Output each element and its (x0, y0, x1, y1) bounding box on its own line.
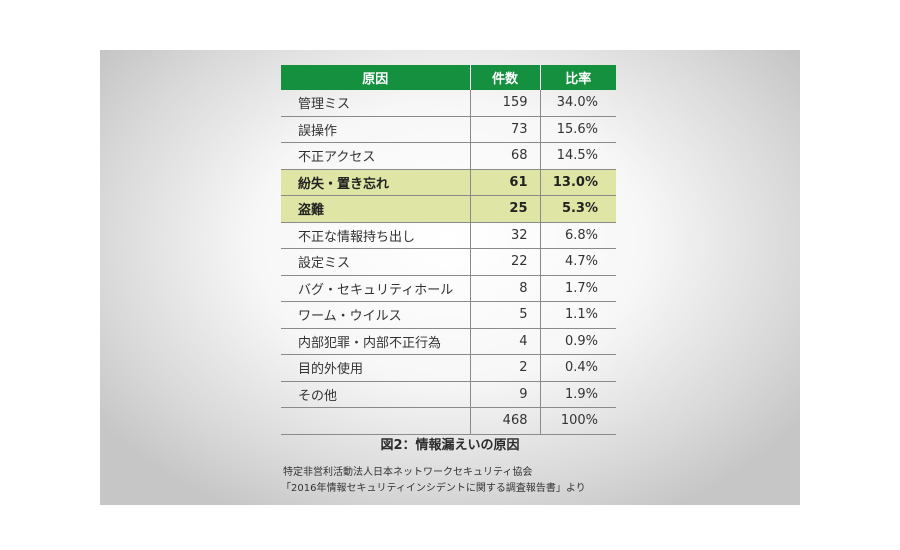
count-cell: 61 (469, 169, 540, 196)
ratio-cell: 15.6% (539, 116, 616, 143)
table-row: 不正アクセス 68 14.5% (281, 142, 616, 170)
table-row: 不正な情報持ち出し 32 6.8% (281, 222, 616, 249)
header-ratio: 比率 (539, 65, 616, 90)
cause-cell: 盗難 (281, 195, 470, 223)
count-cell: 5 (469, 301, 540, 329)
ratio-cell: 1.7% (539, 275, 616, 302)
data-table: 原因 件数 比率 管理ミス 159 34.0% 誤操作 73 15.6% 不正アクセス 68 1… (281, 65, 616, 435)
count-cell: 8 (469, 275, 540, 302)
ratio-cell: 0.4% (539, 354, 616, 382)
table-row: 目的外使用 2 0.4% (281, 354, 616, 382)
count-cell: 68 (469, 142, 540, 170)
count-cell: 468 (469, 407, 540, 435)
cause-cell: 目的外使用 (281, 354, 470, 382)
source-line-2: 「2016年情報セキュリティインシデントに関する調査報告書」より (281, 483, 586, 494)
ratio-cell: 6.8% (539, 222, 616, 249)
cause-cell: 不正な情報持ち出し (281, 222, 470, 249)
ratio-cell: 100% (539, 407, 616, 435)
cause-cell: 不正アクセス (281, 142, 470, 170)
cause-cell (281, 407, 470, 435)
ratio-cell: 0.9% (539, 328, 616, 355)
count-cell: 4 (469, 328, 540, 355)
cause-cell: バグ・セキュリティホール (281, 275, 470, 302)
cause-cell: 管理ミス (281, 90, 470, 117)
source-line-1: 特定非営利活動法人日本ネットワークセキュリティ協会 (283, 467, 533, 478)
table-header-row: 原因 件数 比率 (281, 65, 616, 90)
table-row: 盗難 25 5.3% (281, 195, 616, 223)
ratio-cell: 4.7% (539, 248, 616, 276)
table-row: バグ・セキュリティホール 8 1.7% (281, 275, 616, 302)
cause-cell: 内部犯罪・内部不正行為 (281, 328, 470, 355)
ratio-cell: 5.3% (539, 195, 616, 223)
count-cell: 2 (469, 354, 540, 382)
count-cell: 9 (469, 381, 540, 408)
header-count: 件数 (469, 65, 540, 90)
count-cell: 25 (469, 195, 540, 223)
table-row: 誤操作 73 15.6% (281, 116, 616, 143)
ratio-cell: 34.0% (539, 90, 616, 117)
table-row: 内部犯罪・内部不正行為 4 0.9% (281, 328, 616, 355)
table-row: 設定ミス 22 4.7% (281, 248, 616, 276)
figure-caption: 図2：情報漏えいの原因 (380, 438, 520, 453)
count-cell: 22 (469, 248, 540, 276)
table-row: 468 100% (281, 407, 616, 435)
cause-cell: ワーム・ウイルス (281, 301, 470, 329)
count-cell: 32 (469, 222, 540, 249)
ratio-cell: 13.0% (539, 169, 616, 196)
cause-cell: 設定ミス (281, 248, 470, 276)
ratio-cell: 14.5% (539, 142, 616, 170)
count-cell: 159 (469, 90, 540, 117)
ratio-cell: 1.9% (539, 381, 616, 408)
cause-cell: その他 (281, 381, 470, 408)
cause-cell: 紛失・置き忘れ (281, 169, 470, 196)
count-cell: 73 (469, 116, 540, 143)
table-body: 管理ミス 159 34.0% 誤操作 73 15.6% 不正アクセス 68 14.5% 紛失・置き… (281, 90, 616, 435)
table-row: 紛失・置き忘れ 61 13.0% (281, 169, 616, 196)
table-row: ワーム・ウイルス 5 1.1% (281, 301, 616, 329)
cause-cell: 誤操作 (281, 116, 470, 143)
table-row: 管理ミス 159 34.0% (281, 90, 616, 117)
header-cause: 原因 (281, 65, 470, 90)
ratio-cell: 1.1% (539, 301, 616, 329)
table-row: その他 9 1.9% (281, 381, 616, 408)
